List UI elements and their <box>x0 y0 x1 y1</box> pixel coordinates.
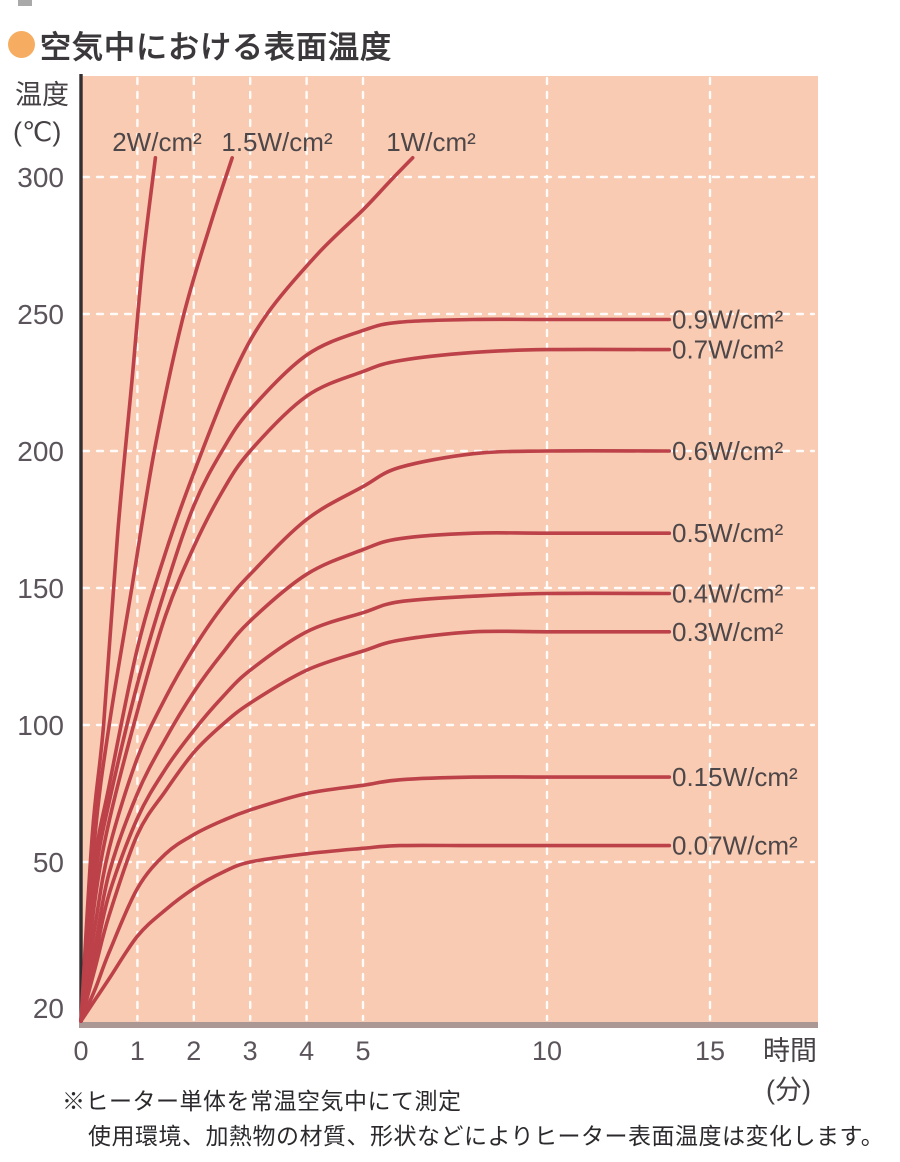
x-tick-4: 4 <box>299 1036 314 1066</box>
curve-label-0.3W/cm²: 0.3W/cm² <box>672 617 784 647</box>
x-tick-2: 2 <box>186 1036 201 1066</box>
curve-label-1W/cm²: 1W/cm² <box>386 127 476 157</box>
title-bullet-icon <box>8 31 35 58</box>
curve-0.9W/cm² <box>79 317 672 1023</box>
curve-1W/cm² <box>79 156 415 1023</box>
curve-label-0.7W/cm²: 0.7W/cm² <box>672 335 784 365</box>
x-tick-3: 3 <box>243 1036 258 1066</box>
curve-label-0.4W/cm²: 0.4W/cm² <box>672 578 784 608</box>
y-axis-title-line1: 温度 <box>15 80 69 110</box>
footnote-line1: ※ヒーター単体を常温空気中にて測定 <box>62 1088 462 1114</box>
chart-header: 空気中における表面温度 <box>8 22 392 67</box>
y-tick-300: 300 <box>17 162 64 193</box>
footnote-line2: 使用環境、加熱物の材質、形状などによりヒーター表面温度は変化します。 <box>88 1123 885 1149</box>
curve-0.3W/cm² <box>79 629 672 1023</box>
x-tick-5: 5 <box>355 1036 370 1066</box>
curve-label-0.6W/cm²: 0.6W/cm² <box>672 436 784 466</box>
y-tick-20: 20 <box>33 993 64 1024</box>
y-tick-250: 250 <box>17 299 64 330</box>
y-tick-100: 100 <box>17 710 64 741</box>
x-axis-line <box>79 1022 818 1028</box>
y-tick-50: 50 <box>33 847 64 878</box>
x-axis-title-line2: (分) <box>766 1075 811 1105</box>
x-axis-title-line1: 時間 <box>763 1036 817 1066</box>
curve-label-0.07W/cm²: 0.07W/cm² <box>672 831 798 861</box>
curve-2W/cm² <box>79 156 158 1023</box>
curve-0.07W/cm² <box>79 843 672 1023</box>
curve-label-0.15W/cm²: 0.15W/cm² <box>672 762 798 792</box>
y-axis-title-line2: (℃) <box>13 117 61 147</box>
page-title: 空気中における表面温度 <box>40 30 392 65</box>
curve-label-0.9W/cm²: 0.9W/cm² <box>672 304 784 334</box>
y-tick-150: 150 <box>17 573 64 604</box>
x-tick-10: 10 <box>532 1036 562 1066</box>
curve-0.5W/cm² <box>79 531 672 1023</box>
curve-1.5W/cm² <box>79 156 234 1023</box>
plot-area <box>81 76 818 1022</box>
y-tick-200: 200 <box>17 436 64 467</box>
curve-label-2W/cm²: 2W/cm² <box>112 127 202 157</box>
x-tick-0: 0 <box>73 1036 88 1066</box>
curve-0.7W/cm² <box>79 347 672 1023</box>
curve-0.15W/cm² <box>79 775 672 1023</box>
curve-0.4W/cm² <box>79 591 672 1023</box>
scan-artifact <box>18 0 32 6</box>
x-tick-15: 15 <box>695 1036 725 1066</box>
curve-0.6W/cm² <box>79 448 672 1023</box>
curve-label-0.5W/cm²: 0.5W/cm² <box>672 518 784 548</box>
x-tick-1: 1 <box>130 1036 145 1066</box>
curve-label-1.5W/cm²: 1.5W/cm² <box>221 127 333 157</box>
